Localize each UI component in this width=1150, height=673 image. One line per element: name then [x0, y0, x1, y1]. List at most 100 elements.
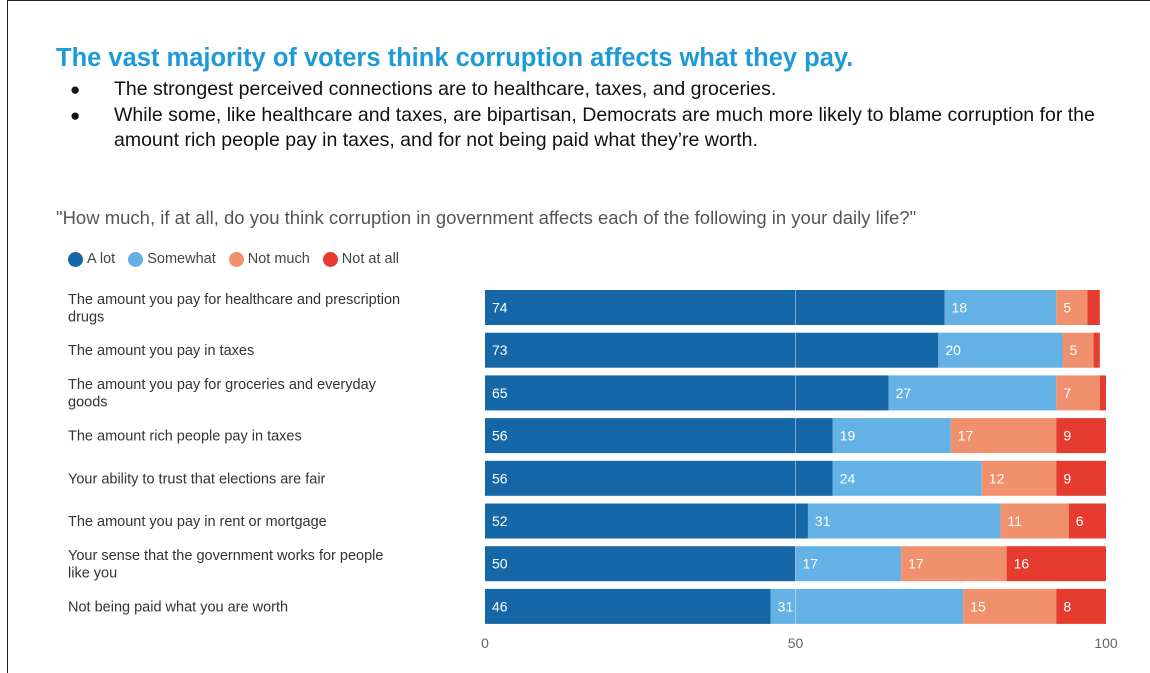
bar-segment-somewhat: [770, 588, 964, 624]
data-label: 46: [492, 598, 508, 614]
category-label: Not being paid what you are worth: [68, 599, 288, 615]
data-label: 56: [492, 428, 508, 444]
category-label: The amount you pay for healthcare and pr…: [68, 292, 400, 326]
bar-segment-not-much: [963, 588, 1057, 624]
category-label-line: The amount you pay in rent or mortgage: [68, 514, 327, 530]
data-label: 5: [1070, 342, 1078, 358]
category-label: The amount you pay for groceries and eve…: [68, 377, 377, 411]
bar-segment-not-much: [1062, 332, 1094, 368]
data-label: 50: [492, 556, 508, 572]
chart-legend: A lot Somewhat Not much Not at all: [68, 251, 412, 267]
data-label: 11: [1007, 513, 1022, 529]
slide-frame: [7, 0, 1150, 673]
category-label-line: drugs: [68, 309, 104, 325]
data-label: 74: [492, 300, 508, 316]
data-label: 18: [952, 300, 968, 316]
bar-segment-not-at-all: [1093, 332, 1100, 368]
bullet-item: ● The strongest perceived connections ar…: [70, 77, 1130, 103]
category-label-line: like you: [68, 565, 117, 581]
data-label: 9: [1063, 470, 1071, 486]
data-label: 31: [778, 598, 794, 614]
legend-item-not-at-all: Not at all: [322, 251, 400, 267]
category-label: The amount you pay in taxes: [68, 343, 254, 359]
data-label: 7: [1063, 385, 1071, 401]
category-label-line: goods: [68, 395, 108, 411]
data-label: 16: [1014, 556, 1030, 572]
bullet-item: ● While some, like healthcare and taxes,…: [70, 103, 1130, 154]
bar-segment-not-much: [901, 546, 1007, 582]
data-label: 9: [1063, 428, 1071, 444]
data-label: 20: [945, 342, 961, 358]
bullet-text: While some, like healthcare and taxes, a…: [114, 103, 1095, 152]
data-label: 24: [840, 470, 856, 486]
category-label: Your sense that the government works for…: [68, 548, 383, 582]
bar-segment-somewhat: [832, 418, 951, 454]
x-tick-label: 50: [788, 635, 804, 651]
bar-segment-a-lot: [485, 418, 833, 454]
category-label-line: Not being paid what you are worth: [68, 599, 288, 615]
chart-question: "How much, if at all, do you think corru…: [56, 207, 917, 228]
bar-segment-not-at-all: [1099, 375, 1106, 411]
x-tick-label: 100: [1094, 635, 1118, 651]
legend-item-not-much: Not much: [228, 251, 310, 267]
bar-segment-a-lot: [485, 503, 808, 539]
category-label-line: The amount you pay for groceries and eve…: [68, 377, 377, 393]
bullet-text: The strongest perceived connections are …: [114, 78, 777, 100]
bullet-dot-icon: ●: [70, 105, 81, 125]
legend-swatch-a-lot: [68, 251, 83, 267]
data-label: 5: [1063, 300, 1071, 316]
data-label: 56: [492, 470, 508, 486]
legend-item-a-lot: A lot: [68, 251, 115, 267]
category-label-line: Your ability to trust that elections are…: [68, 471, 326, 487]
category-label: The amount you pay in rent or mortgage: [68, 514, 327, 530]
bar-segment-not-much: [1000, 503, 1069, 539]
bar-segment-not-at-all: [1068, 503, 1106, 539]
bar-segment-a-lot: [485, 290, 945, 325]
bar-segment-not-at-all: [1056, 460, 1106, 496]
data-label: 17: [958, 428, 974, 444]
bar-segment-not-at-all: [1087, 290, 1100, 325]
bullet-list: ● The strongest perceived connections ar…: [70, 77, 1130, 154]
data-label: 17: [803, 556, 819, 572]
legend-swatch-not-at-all: [322, 251, 338, 267]
bar-segment-not-at-all: [1006, 546, 1106, 582]
bar-segment-a-lot: [485, 588, 771, 624]
bar-segment-a-lot: [485, 332, 939, 368]
bar-segment-somewhat: [807, 503, 1001, 539]
data-label: 6: [1076, 513, 1084, 529]
bar-segment-not-at-all: [1056, 418, 1106, 454]
bar-segment-not-much: [1056, 290, 1088, 325]
bar-segment-not-much: [1056, 375, 1100, 411]
bar-segment-not-much: [981, 460, 1057, 496]
bar-segment-somewhat: [888, 375, 1057, 411]
bullet-dot-icon: ●: [70, 80, 81, 99]
category-label-line: The amount rich people pay in taxes: [68, 429, 302, 445]
category-label: The amount rich people pay in taxes: [68, 429, 302, 445]
category-label-line: Your sense that the government works for…: [68, 548, 383, 564]
bar-segment-a-lot: [485, 375, 889, 411]
data-label: 8: [1063, 598, 1071, 614]
category-label: Your ability to trust that elections are…: [68, 471, 326, 487]
data-label: 73: [492, 342, 508, 358]
legend-item-somewhat: Somewhat: [128, 251, 216, 267]
data-label: 12: [989, 470, 1005, 486]
bar-segment-not-much: [950, 418, 1057, 454]
data-label: 19: [840, 428, 856, 444]
x-tick-label: 0: [481, 635, 489, 651]
bar-segment-a-lot: [485, 546, 796, 582]
bar-segment-not-at-all: [1056, 588, 1106, 624]
data-label: 27: [896, 385, 912, 401]
legend-swatch-somewhat: [128, 251, 144, 267]
legend-label-a-lot: A lot: [87, 251, 116, 267]
data-label: 31: [815, 513, 831, 529]
data-label: 65: [492, 385, 508, 401]
legend-label-not-much: Not much: [247, 251, 310, 267]
legend-label-somewhat: Somewhat: [147, 251, 216, 267]
category-label-line: The amount you pay in taxes: [68, 343, 254, 359]
legend-label-not-at-all: Not at all: [341, 251, 400, 267]
bar-segment-somewhat: [832, 460, 982, 496]
category-label-line: The amount you pay for healthcare and pr…: [68, 292, 400, 308]
data-label: 17: [908, 556, 924, 572]
legend-swatch-not-much: [228, 251, 244, 267]
